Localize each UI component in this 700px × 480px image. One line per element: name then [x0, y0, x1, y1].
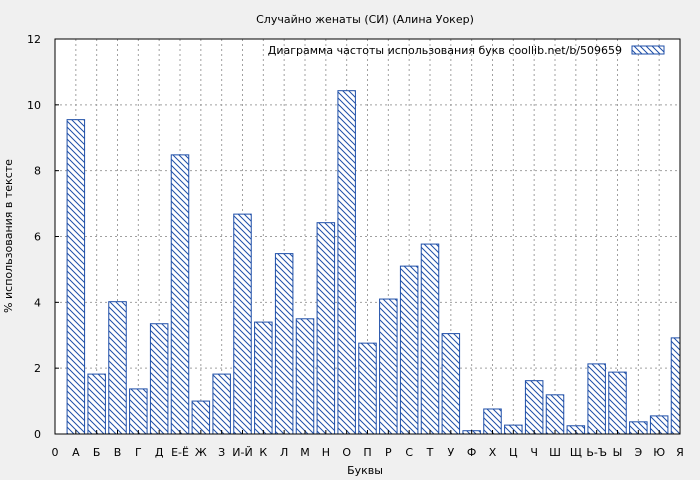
x-tick-label: Р — [385, 446, 392, 459]
x-tick-label: Ц — [509, 446, 518, 459]
y-tick-label: 4 — [34, 296, 41, 309]
bar-Ш — [545, 394, 565, 435]
x-tick-label: Ю — [653, 446, 665, 459]
x-tick-label: Л — [280, 446, 288, 459]
chart-title: Случайно женаты (СИ) (Алина Уокер) — [256, 13, 474, 26]
x-tick-label: А — [72, 446, 80, 459]
bar-С — [399, 265, 419, 435]
x-tick-label: Щ — [570, 446, 582, 459]
x-axis-ticks: 0 А Б В Г Д Е-Ё Ж З И-Й К Л М Н О П Р С Т У Ф Х Ц Ч Ш Щ Ь-Ъ Ы Э Ю Я — [52, 430, 684, 459]
x-tick-label: М — [300, 446, 310, 459]
bar-М — [295, 318, 315, 435]
legend-label: Диаграмма частоты использования букв coo… — [268, 44, 622, 57]
x-tick-label: В — [114, 446, 122, 459]
x-tick-label: Э — [634, 446, 642, 459]
bar-З — [212, 373, 231, 435]
x-tick-label: К — [259, 446, 267, 459]
x-tick-label: Д — [155, 446, 164, 459]
bar-И-Й — [233, 213, 252, 435]
y-tick-label: 10 — [27, 99, 41, 112]
y-tick-label: 8 — [34, 165, 41, 178]
bar-Ж — [191, 400, 211, 435]
bar-В — [108, 301, 127, 435]
bars — [66, 90, 681, 435]
bar-П — [358, 342, 377, 435]
x-tick-label: Г — [135, 446, 142, 459]
y-tick-label: 12 — [27, 33, 41, 46]
x-tick-label: Н — [322, 446, 330, 459]
x-tick-label: Т — [426, 446, 434, 459]
y-tick-label: 0 — [34, 428, 41, 441]
bar-А — [66, 119, 86, 435]
bar-Н — [316, 222, 336, 435]
bar-Р — [379, 298, 398, 435]
x-axis-label: Буквы — [347, 464, 383, 477]
bar-Ч — [524, 380, 544, 435]
bar-Е-Ё — [170, 154, 190, 435]
x-tick-label: Ч — [530, 446, 538, 459]
y-axis-ticks: 0 2 4 6 8 10 12 — [27, 33, 59, 441]
x-tick-label: С — [405, 446, 413, 459]
x-tick-label: З — [218, 446, 225, 459]
legend: Диаграмма частоты использования букв coo… — [268, 44, 665, 57]
x-tick-label: Я — [676, 446, 684, 459]
bar-Л — [274, 253, 294, 435]
x-tick-label: Б — [93, 446, 101, 459]
y-tick-label: 6 — [34, 231, 41, 244]
x-tick-label: Ж — [195, 446, 207, 459]
bar-Я — [670, 337, 681, 435]
bar-К — [254, 321, 273, 435]
y-axis-label: % использования в тексте — [2, 159, 15, 313]
bar-Г — [129, 388, 148, 435]
y-tick-label: 2 — [34, 362, 41, 375]
x-tick-label: У — [447, 446, 454, 459]
bar-Б — [87, 373, 106, 435]
bar-Т — [420, 243, 440, 435]
x-tick-label: Ш — [549, 446, 561, 459]
x-tick-label: Е-Ё — [171, 446, 189, 459]
bar-Д — [149, 323, 169, 435]
x-tick-label: П — [363, 446, 371, 459]
x-tick-label: И-Й — [232, 446, 252, 459]
x-tick-label: Ы — [613, 446, 623, 459]
x-tick-label: 0 — [52, 446, 59, 459]
bar-У — [441, 333, 461, 435]
bar-О — [337, 90, 356, 435]
bar-Ь-Ъ — [587, 363, 606, 435]
x-tick-label: О — [342, 446, 351, 459]
x-tick-label: Ь-Ъ — [586, 446, 607, 459]
x-tick-label: Х — [489, 446, 497, 459]
x-tick-label: Ф — [467, 446, 476, 459]
bar-Ы — [608, 371, 627, 435]
legend-swatch — [631, 45, 665, 55]
grid-lines — [55, 39, 680, 434]
